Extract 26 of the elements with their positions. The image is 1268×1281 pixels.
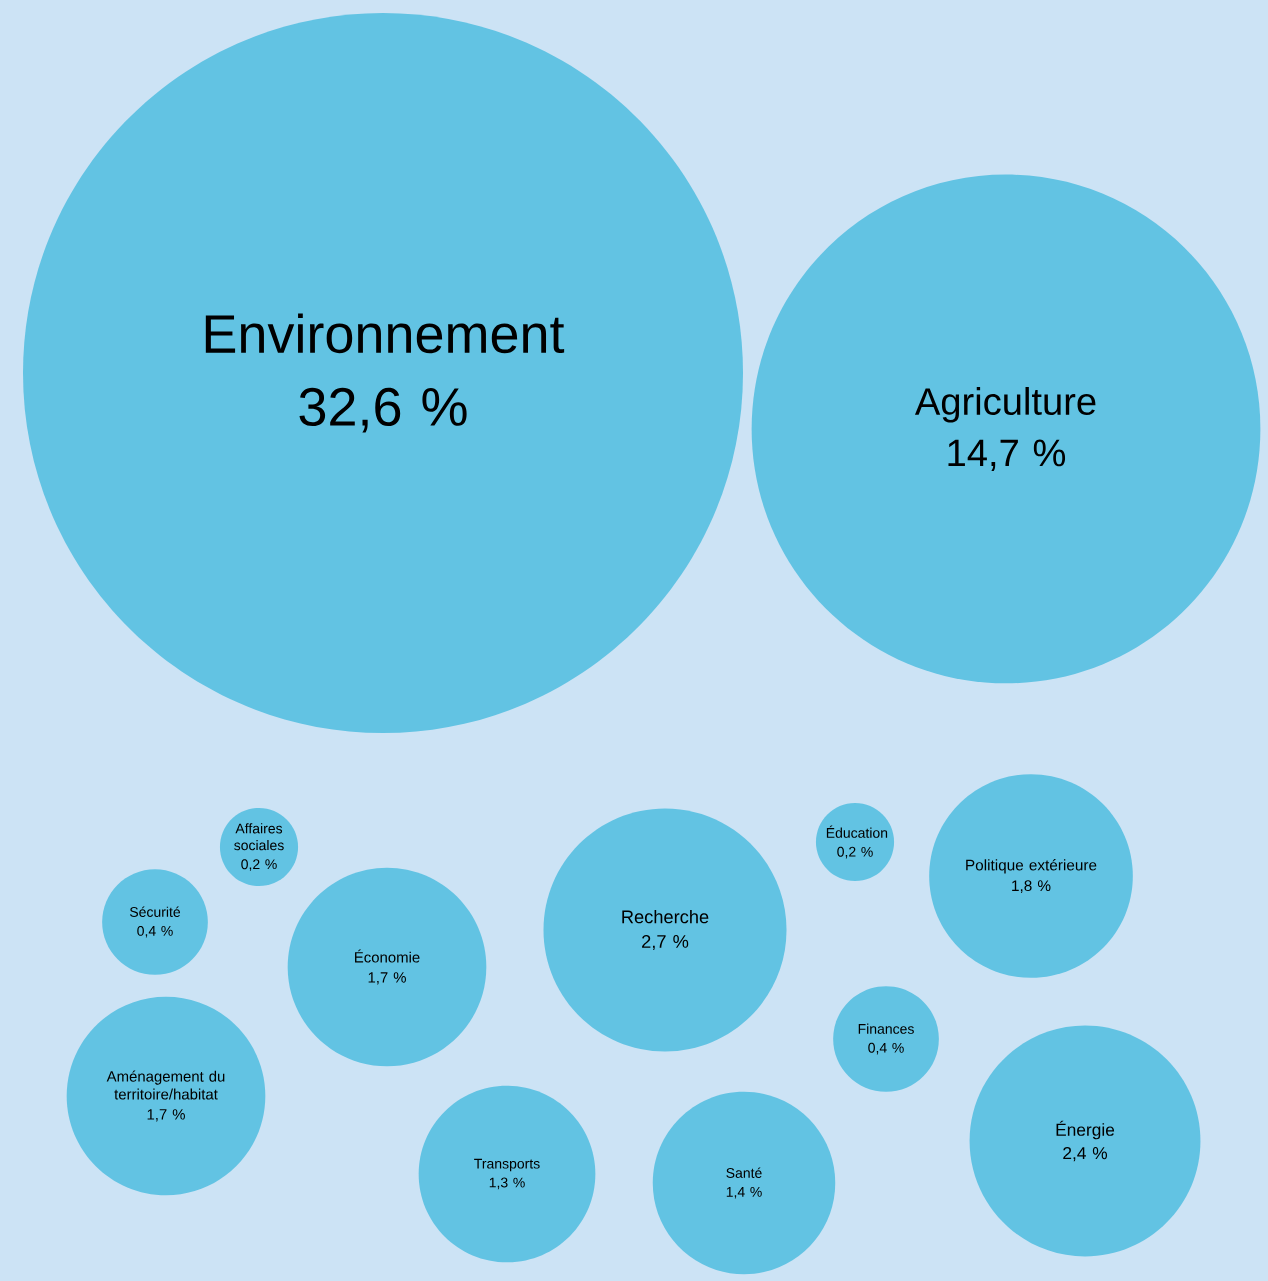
data-label: 1,7 % (147, 1109, 185, 1122)
data-label: 1,7 % (368, 972, 406, 985)
category-label: Économie (355, 949, 420, 963)
category-label: Environnement (205, 313, 565, 354)
data-label: 1,3 % (489, 1177, 525, 1190)
data-label: 0,2 % (241, 859, 277, 871)
data-label: 14,7 % (948, 439, 1066, 471)
data-label: 32,6 % (299, 387, 467, 433)
data-label: 0,4 % (137, 925, 173, 938)
data-label: 2,7 % (642, 934, 689, 951)
category-label: Énergie (1056, 1120, 1115, 1140)
data-label: 2,4 % (1063, 1146, 1108, 1162)
category-label: Aménagement du territoire/habitat (106, 1070, 225, 1100)
category-label: Éducation (826, 825, 888, 838)
category-label: Affaires sociales (234, 823, 284, 851)
category-label: Recherche (622, 909, 709, 924)
data-label: 0,2 % (837, 846, 873, 859)
category-label: Santé (726, 1167, 762, 1178)
category-label: Politique extérieure (966, 859, 1097, 874)
data-label: 1,8 % (1012, 880, 1051, 893)
category-label: Finances (858, 1023, 914, 1034)
category-label: Transports (474, 1158, 540, 1172)
category-label: Sécurité (129, 906, 181, 917)
data-label: 1,4 % (726, 1187, 762, 1199)
data-label: 0,4 % (868, 1042, 904, 1055)
category-label: Agriculture (914, 386, 1096, 423)
